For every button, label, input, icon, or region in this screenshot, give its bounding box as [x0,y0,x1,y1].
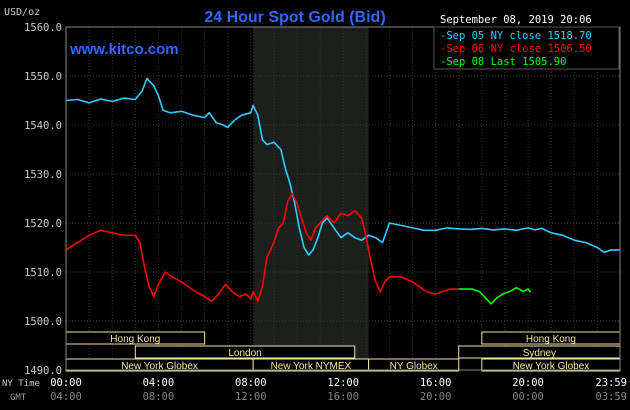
series-line-1 [65,192,459,303]
legend: -Sep 05 NY close 1518.70-Sep 06 NY close… [433,26,620,70]
x-tick-label-ny: 16:00 [420,377,452,389]
x-tick-label-gmt: 00:00 [512,391,544,403]
x-tick-label-ny: 23:59 [595,377,627,389]
session-bar [134,345,356,359]
chart-timestamp: September 08, 2019 20:06 [440,14,592,26]
y-tick-label: 1560.0 [24,22,62,34]
y-tick-label: 1550.0 [24,71,62,83]
session-label: Hong Kong [526,334,576,345]
y-tick-label: 1520.0 [24,218,62,230]
session-label: New York Globex [121,361,198,372]
x-tick-label-gmt: 04:00 [50,391,82,403]
legend-entry-2: -Sep 08 Last 1505.90 [440,56,566,68]
y-tick-label: 1530.0 [24,169,62,181]
series-line-2 [458,286,532,305]
x-tick-label-gmt: 12:00 [235,391,267,403]
nymex-session-shading [253,27,369,370]
x-axis-gmt-label: GMT [10,393,27,403]
legend-entry-0: -Sep 05 NY close 1518.70 [440,30,592,42]
session-label: London [228,348,261,359]
chart-title: 24 Hour Spot Gold (Bid) [204,9,385,26]
session-label: Sydney [523,348,556,359]
watermark-url: www.kitco.com [69,41,179,58]
x-tick-label-gmt: 08:00 [143,391,175,403]
legend-entry-1: -Sep 06 NY close 1506.50 [440,43,592,55]
x-tick-label-ny: 00:00 [50,377,82,389]
y-tick-label: 1510.0 [24,267,62,279]
session-label: NY Globex [390,361,438,372]
plot-frame [65,26,621,371]
x-tick-label-gmt: 20:00 [420,391,452,403]
session-bar [368,358,460,372]
x-tick-label-ny: 12:00 [327,377,359,389]
y-tick-label: 1540.0 [24,120,62,132]
session-label: Hong Kong [110,334,160,345]
x-tick-label-gmt: 03:59 [595,391,627,403]
x-axis-ny-label: NY Time [2,379,40,389]
x-tick-label-ny: 08:00 [235,377,267,389]
x-tick-label-ny: 20:00 [512,377,544,389]
session-label: New York Globex [513,361,590,372]
series-line-0 [65,77,620,256]
y-tick-label: 1500.0 [24,316,62,328]
x-tick-label-ny: 04:00 [143,377,175,389]
x-tick-label-gmt: 16:00 [327,391,359,403]
y-axis-unit-label: USD/oz [4,7,40,18]
legend-box [433,26,620,70]
y-tick-label: 1490.0 [24,365,62,377]
session-label: New York NYMEX [271,361,352,372]
